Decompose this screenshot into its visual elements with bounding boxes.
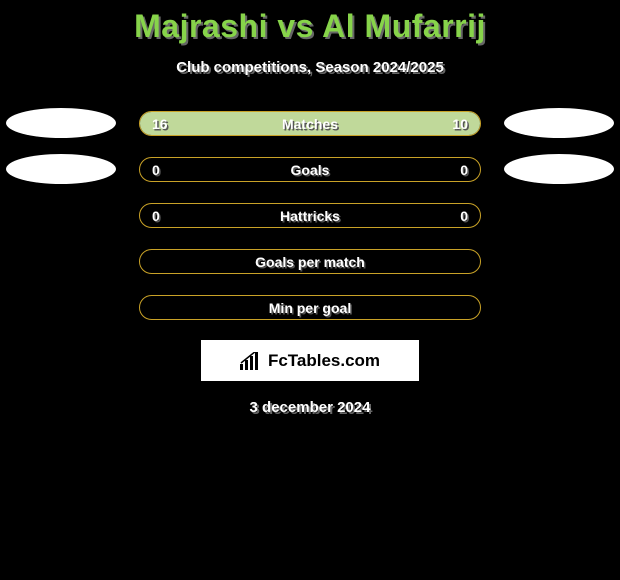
page-title: Majrashi vs Al Mufarrij <box>0 0 620 45</box>
value-right: 10 <box>452 116 468 132</box>
stat-label: Min per goal <box>269 300 351 316</box>
comparison-chart: 16 Matches 10 0 Goals 0 0 Hattricks 0 Goals per m… <box>0 110 620 321</box>
player-right-oval <box>504 108 614 138</box>
stat-row: 16 Matches 10 <box>0 110 620 137</box>
brand-logo: FcTables.com <box>201 340 419 381</box>
chart-icon <box>240 352 262 370</box>
stat-label: Hattricks <box>280 208 340 224</box>
stat-row: 0 Goals 0 <box>0 156 620 183</box>
player-left-oval <box>6 154 116 184</box>
stat-bar: 0 Hattricks 0 <box>139 203 481 228</box>
date-line: 3 december 2024 <box>0 399 620 416</box>
stat-row: 0 Hattricks 0 <box>0 202 620 229</box>
brand-text: FcTables.com <box>268 351 380 371</box>
stat-bar: 0 Goals 0 <box>139 157 481 182</box>
stat-label: Goals per match <box>255 254 365 270</box>
stat-row: Min per goal <box>0 294 620 321</box>
value-left: 16 <box>152 116 168 132</box>
stat-row: Goals per match <box>0 248 620 275</box>
player-left-oval <box>6 108 116 138</box>
stat-bar: Min per goal <box>139 295 481 320</box>
value-left: 0 <box>152 208 160 224</box>
stat-label: Goals <box>291 162 330 178</box>
subtitle: Club competitions, Season 2024/2025 <box>0 59 620 76</box>
player-right-oval <box>504 154 614 184</box>
value-left: 0 <box>152 162 160 178</box>
value-right: 0 <box>460 162 468 178</box>
stat-label: Matches <box>282 116 338 132</box>
stat-bar: Goals per match <box>139 249 481 274</box>
value-right: 0 <box>460 208 468 224</box>
stat-bar: 16 Matches 10 <box>139 111 481 136</box>
